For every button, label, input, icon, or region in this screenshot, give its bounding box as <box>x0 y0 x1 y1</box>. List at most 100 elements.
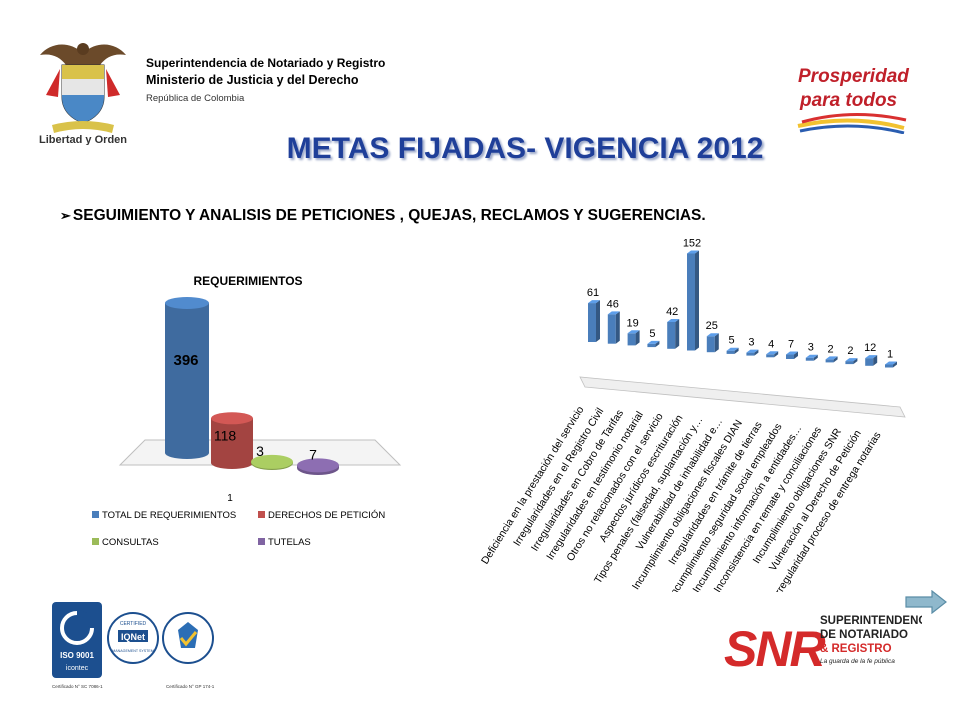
iso-label: ISO 9001 <box>60 651 94 660</box>
data-label: 42 <box>666 306 678 318</box>
data-label: 25 <box>706 320 718 332</box>
bar-3: 19 <box>626 317 640 346</box>
org-name: Superintendencia de Notariado y Registro <box>146 56 386 70</box>
bar-top <box>165 297 209 309</box>
bar-top <box>726 347 739 351</box>
bar-6: 152 <box>683 238 701 351</box>
bar-side <box>734 347 739 354</box>
bar-top <box>607 311 620 315</box>
coat-of-arms-logo: Libertad y Orden <box>39 43 127 145</box>
bar-side <box>754 349 759 356</box>
cert-number-right: Certificado N° GP 174-1 <box>166 684 215 689</box>
bar-side <box>853 358 858 365</box>
section-subtitle: ➢ SEGUIMIENTO Y ANALISIS DE PETICIONES , … <box>60 207 706 225</box>
snr-line1: SUPERINTENDENCIA <box>820 615 922 627</box>
bar-3: 3 <box>251 443 293 470</box>
bar-top <box>845 358 858 362</box>
category-label: 1 <box>227 493 233 504</box>
bar-15: 12 <box>864 342 878 366</box>
data-label: 46 <box>607 298 619 310</box>
bar-top <box>746 349 759 353</box>
bar-front <box>667 321 676 349</box>
data-label: 2 <box>828 343 834 355</box>
legend-swatch-tutelas <box>258 538 265 545</box>
chart-title: REQUERIMIENTOS <box>193 274 302 288</box>
legend-swatch-consultas <box>92 538 99 545</box>
bar-4: 7 <box>297 446 339 475</box>
ministry-name: Ministerio de Justicia y del Derecho <box>146 73 359 87</box>
bar-front <box>607 314 616 344</box>
bar-body <box>211 418 253 469</box>
bar-side <box>596 300 600 342</box>
bar-2: 46 <box>607 298 620 344</box>
legend-swatch-derechos <box>258 511 265 518</box>
data-label: 3 <box>748 337 754 349</box>
bar-side <box>655 340 660 348</box>
bar-front <box>627 333 636 346</box>
bar-16: 1 <box>885 349 897 368</box>
bar-12: 3 <box>805 342 818 361</box>
data-label: 19 <box>626 317 638 329</box>
bar-11: 7 <box>786 339 798 359</box>
bar-top <box>647 340 660 344</box>
bar-side <box>893 361 897 368</box>
motivos-chart: 61 46 19 5 42 152 25 5 3 4 7 3 2 2 12 1 Deficiencia en … <box>479 238 906 592</box>
legend-swatch-total <box>92 511 99 518</box>
bar-front <box>786 354 794 359</box>
bar-top <box>251 454 293 469</box>
next-slide-arrow-icon[interactable] <box>904 590 948 614</box>
subtitle-text: SEGUIMIENTO Y ANALISIS DE PETICIONES , Q… <box>72 207 706 224</box>
bar-side <box>794 351 798 359</box>
data-label: 5 <box>649 328 655 340</box>
data-label: 12 <box>864 342 876 354</box>
bar-side <box>714 333 719 353</box>
bar-1: 396 <box>165 297 209 459</box>
snr-line3: & REGISTRO <box>820 643 892 655</box>
data-label: 4 <box>768 338 774 350</box>
snr-line2: DE NOTARIADO <box>820 629 908 641</box>
snr-logo: SNR SUPERINTENDENCIA DE NOTARIADO & REGI… <box>724 615 922 677</box>
bar-top <box>211 412 253 425</box>
bar-top <box>627 330 640 334</box>
bar-side <box>774 351 779 358</box>
bar-2: 118 <box>211 412 253 469</box>
bar-front <box>865 358 874 366</box>
bar-front <box>706 336 715 353</box>
prosperity-logo: Prosperidad para todos <box>797 66 909 134</box>
bar-front <box>825 359 834 363</box>
bar-side <box>873 355 878 366</box>
arrow-bullet-icon: ➢ <box>60 208 71 223</box>
data-label: 7 <box>788 339 794 351</box>
bar-top <box>766 351 779 355</box>
data-label: 1 <box>887 349 893 361</box>
bar-14: 2 <box>845 345 858 365</box>
bar-side <box>615 311 620 344</box>
iqnet-certified: CERTIFIED <box>120 621 147 627</box>
data-label: 5 <box>729 335 735 347</box>
prosperity-line2: para todos <box>799 90 897 111</box>
bar-side <box>675 318 680 349</box>
bar-body <box>165 303 209 459</box>
data-label: 7 <box>309 446 317 462</box>
data-label: 2 <box>847 345 853 357</box>
snr-tagline: La guarda de la fe pública <box>820 658 895 665</box>
bar-top <box>825 356 838 360</box>
bar-top <box>786 351 798 355</box>
legend-consultas: CONSULTAS <box>102 537 159 548</box>
bar-top <box>706 333 719 337</box>
data-label: 152 <box>683 238 701 250</box>
bar-top <box>885 361 897 365</box>
data-label: 396 <box>173 352 198 369</box>
bar-front <box>588 303 596 342</box>
certification-logos: ISO 9001 icontec Certificado N° SC 7086-… <box>52 602 215 689</box>
bar-top <box>865 355 878 359</box>
legend-derechos: DERECHOS DE PETICIÓN <box>268 510 385 521</box>
bar-1: 61 <box>587 287 600 342</box>
bars-group: 61 46 19 5 42 152 25 5 3 4 7 3 2 2 12 1 <box>587 238 897 368</box>
category-labels: Deficiencia en la prestación del servici… <box>479 404 884 592</box>
data-label: 3 <box>808 342 814 354</box>
data-label: 118 <box>214 427 237 443</box>
coat-motto: Libertad y Orden <box>39 134 127 145</box>
bar-5: 42 <box>666 306 680 349</box>
bar-13: 2 <box>825 343 838 363</box>
